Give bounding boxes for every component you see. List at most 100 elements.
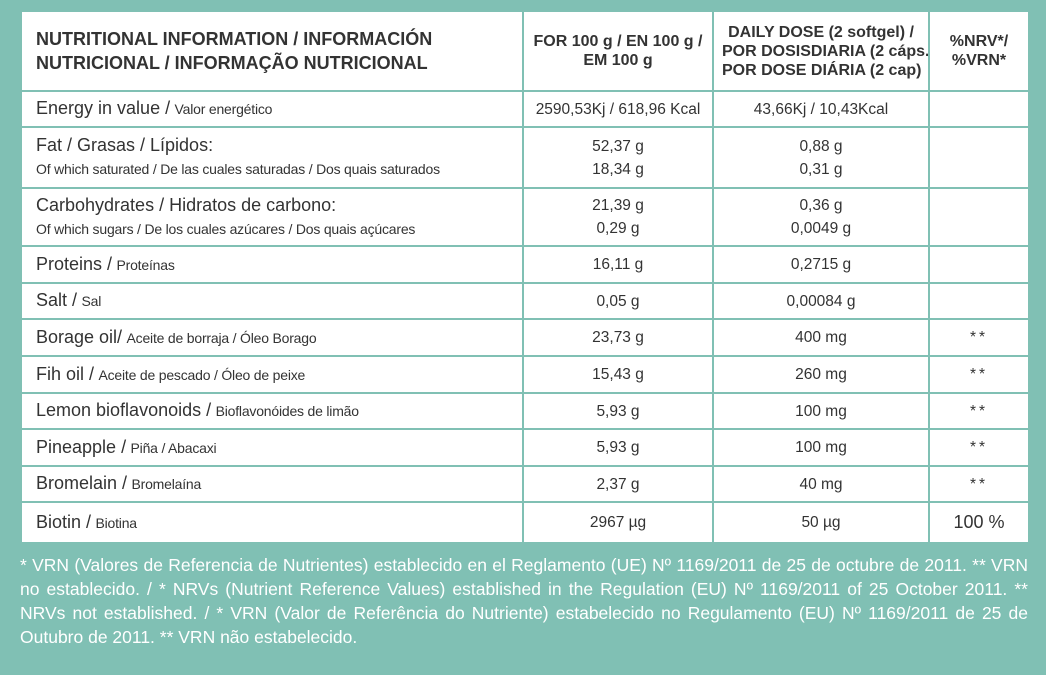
value-cell: 43,66Kj / 10,43Kcal: [712, 90, 930, 128]
value-cell: 0,36 g 0,0049 g: [712, 187, 930, 247]
daily-dose: 40 mg: [799, 475, 843, 493]
header-cell: NUTRITIONAL INFORMATION / INFORMACIÓN NUT…: [20, 10, 524, 92]
label-line: Proteins / Proteínas: [36, 253, 514, 277]
value-cell: 52,37 g 18,34 g: [522, 126, 714, 189]
value-cell: 100 mg: [712, 428, 930, 467]
nrv: **: [969, 402, 989, 420]
daily-dose: 260 mg: [795, 366, 847, 383]
per-100g: 5,93 g: [596, 439, 640, 456]
value-cell: 21,39 g 0,29 g: [522, 187, 714, 247]
value-cell: 100 %: [928, 501, 1030, 544]
per-100g: 16,11 g: [592, 256, 644, 273]
value-cell: 2590,53Kj / 618,96 Kcal: [522, 90, 714, 128]
value-cell: 15,43 g: [522, 355, 714, 394]
nutrient-name-alt: Biotina: [95, 514, 137, 531]
header-text: NUTRICIONAL / INFORMAÇÃO NUTRICIONAL: [36, 53, 428, 73]
label-cell: Salt / Sal: [20, 282, 524, 320]
table-row: Salt / Sal 0,05 g 0,00084 g: [20, 282, 1030, 320]
table-row: Proteins / Proteínas 16,11 g 0,2715 g: [20, 245, 1030, 284]
value-cell: [928, 282, 1030, 320]
label-cell: Pineapple / Piña / Abacaxi: [20, 428, 524, 467]
daily-dose: 0,00084 g: [786, 292, 856, 310]
value-cell: **: [928, 355, 1030, 394]
nutrient-name-alt: Bioflavonóides de limão: [215, 403, 359, 419]
header-text: FOR 100 g / EN 100 g /: [533, 33, 703, 50]
header-text: NUTRITIONAL INFORMATION / INFORMACIÓN: [36, 29, 433, 49]
nutrient-name-alt: Piña / Abacaxi: [130, 439, 217, 456]
per-100g: 23,73 g: [592, 329, 644, 346]
value-cell: 0,05 g: [522, 282, 714, 320]
value-cell: 5,93 g: [522, 428, 714, 467]
nutrient-name-alt: Of which sugars / De los cuales azúcares…: [36, 220, 416, 237]
table-row: Biotin / Biotina 2967 µg 50 µg 100 %: [20, 501, 1030, 544]
value-cell: [928, 90, 1030, 128]
value-cell: [928, 126, 1030, 189]
value-cell: 50 µg: [712, 501, 930, 544]
nutrient-name: Biotin /: [36, 511, 92, 532]
table-row: Carbohydrates / Hidratos de carbono: Of w…: [20, 187, 1030, 247]
label-cell: Bromelain / Bromelaína: [20, 465, 524, 503]
per-100g: 18,34 g: [592, 160, 644, 178]
label-line: Biotin / Biotina: [36, 511, 514, 535]
value-cell: 5,93 g: [522, 392, 714, 430]
value-cell: 16,11 g: [522, 245, 714, 284]
label-line: Pineapple / Piña / Abacaxi: [36, 436, 514, 460]
label-line: Carbohydrates / Hidratos de carbono:: [36, 194, 514, 218]
value-cell: 0,88 g 0,31 g: [712, 126, 930, 189]
label-cell: Energy in value / Valor energético: [20, 90, 524, 128]
label-cell: Fat / Grasas / Lípidos: Of which saturate…: [20, 126, 524, 189]
value-cell: 260 mg: [712, 355, 930, 394]
value-cell: [928, 245, 1030, 284]
label-cell: Lemon bioflavonoids / Bioflavonóides de …: [20, 392, 524, 430]
nrv: 100 %: [953, 512, 1005, 532]
label-cell: Proteins / Proteínas: [20, 245, 524, 284]
header-text: DAILY DOSE (2 softgel) /: [728, 23, 914, 41]
nutrient-name: Carbohydrates / Hidratos de carbono:: [36, 194, 337, 215]
label-line: Fat / Grasas / Lípidos:: [36, 134, 514, 158]
label-line: Fih oil / Aceite de pescado / Óleo de pe…: [36, 363, 514, 387]
label-line: Of which sugars / De los cuales azúcares…: [36, 218, 514, 241]
nrv: **: [969, 329, 989, 346]
nutrient-name: Salt /: [36, 290, 78, 310]
daily-dose: 400 mg: [795, 329, 847, 346]
nrv: **: [969, 439, 989, 456]
per-100g: 2590,53Kj / 618,96 Kcal: [535, 100, 701, 118]
header-cell: %NRV*/ %VRN*: [928, 10, 1030, 92]
header-text: EM 100 g: [583, 52, 653, 69]
value-cell: **: [928, 318, 1030, 357]
daily-dose: 0,2715 g: [790, 256, 852, 273]
nutrient-name: Energy in value /: [36, 98, 171, 118]
header-text: POR DOSISDIARIA (2 cáps.) /: [722, 42, 929, 60]
nutrient-name-alt: Valor energético: [174, 101, 273, 117]
value-cell: 23,73 g: [522, 318, 714, 357]
daily-dose: 100 mg: [795, 402, 847, 420]
per-100g: 0,29 g: [596, 220, 640, 237]
label-cell: Fih oil / Aceite de pescado / Óleo de pe…: [20, 355, 524, 394]
header-text: %NRV*/: [949, 33, 1009, 50]
value-cell: **: [928, 428, 1030, 467]
value-cell: 2,37 g: [522, 465, 714, 503]
nutrition-table: NUTRITIONAL INFORMATION / INFORMACIÓN NUT…: [20, 10, 1030, 544]
table-row: Borage oil/ Aceite de borraja / Óleo Bor…: [20, 318, 1030, 357]
label-line: Of which saturated / De las cuales satur…: [36, 158, 514, 181]
table-row: Fih oil / Aceite de pescado / Óleo de pe…: [20, 355, 1030, 394]
value-cell: 100 mg: [712, 392, 930, 430]
table-row: Bromelain / Bromelaína 2,37 g 40 mg **: [20, 465, 1030, 503]
nutrient-name-alt: Sal: [81, 293, 102, 309]
label-cell: Biotin / Biotina: [20, 501, 524, 544]
daily-dose: 43,66Kj / 10,43Kcal: [753, 100, 889, 118]
daily-dose: 0,31 g: [799, 160, 843, 178]
daily-dose: 0,88 g: [799, 137, 843, 155]
nutrient-name: Borage oil/: [36, 326, 123, 347]
nutrient-name: Fih oil /: [36, 363, 95, 384]
nutrient-name: Bromelain /: [36, 473, 128, 493]
per-100g: 15,43 g: [592, 366, 644, 383]
label-line: Borage oil/ Aceite de borraja / Óleo Bor…: [36, 326, 514, 350]
header-cell: FOR 100 g / EN 100 g / EM 100 g: [522, 10, 714, 92]
daily-dose: 0,0049 g: [790, 220, 852, 237]
per-100g: 21,39 g: [592, 197, 644, 214]
table-row: Lemon bioflavonoids / Bioflavonóides de …: [20, 392, 1030, 430]
value-cell: 40 mg: [712, 465, 930, 503]
label-line: Salt / Sal: [36, 289, 514, 313]
